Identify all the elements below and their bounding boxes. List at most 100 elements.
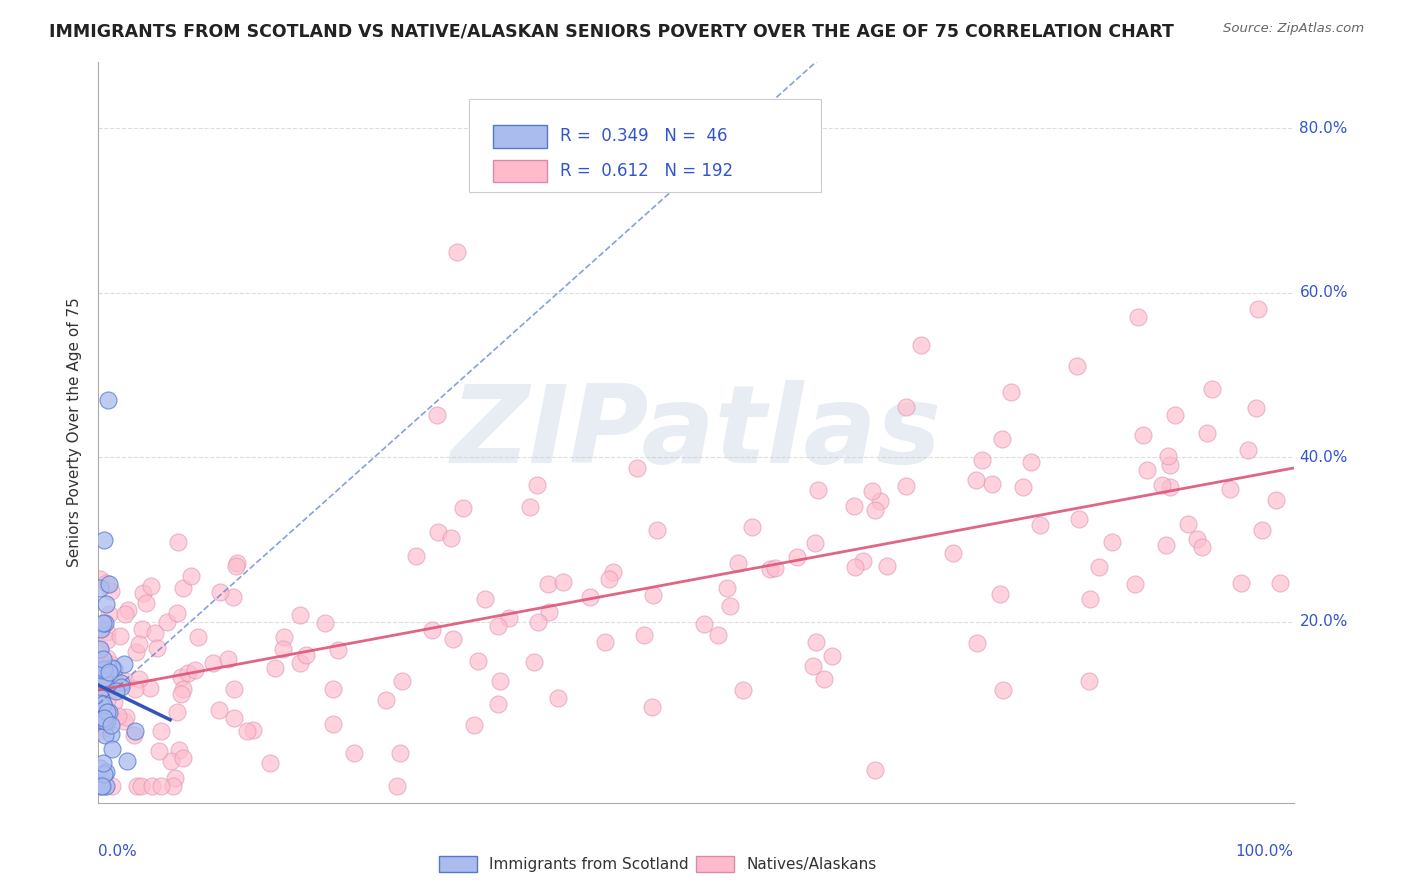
Point bbox=[100, 718, 122, 732]
Point bbox=[1019, 455, 1042, 469]
Point bbox=[184, 663, 207, 677]
Point bbox=[1251, 523, 1274, 537]
Point bbox=[1187, 533, 1209, 547]
Point bbox=[1066, 359, 1088, 373]
Point bbox=[716, 581, 738, 595]
Point bbox=[942, 545, 965, 559]
Point bbox=[91, 756, 114, 770]
Point bbox=[132, 586, 155, 600]
Point bbox=[860, 483, 883, 498]
Point bbox=[97, 607, 120, 621]
Point bbox=[96, 714, 118, 728]
Point bbox=[94, 728, 117, 742]
Point bbox=[94, 714, 117, 729]
Point bbox=[1078, 673, 1101, 688]
Point bbox=[100, 584, 122, 599]
Point bbox=[259, 756, 281, 770]
Point bbox=[1000, 385, 1022, 400]
Point bbox=[90, 657, 112, 672]
Point bbox=[1078, 591, 1101, 606]
Point bbox=[965, 473, 987, 487]
Point bbox=[641, 588, 664, 602]
Point bbox=[1157, 449, 1180, 463]
Point bbox=[467, 655, 489, 669]
Point bbox=[100, 657, 122, 672]
Bar bbox=[439, 856, 477, 872]
Point bbox=[820, 648, 842, 663]
Point bbox=[322, 717, 344, 731]
Text: 40.0%: 40.0% bbox=[1299, 450, 1348, 465]
Point bbox=[427, 524, 450, 539]
Point bbox=[94, 675, 117, 690]
Point bbox=[90, 714, 112, 728]
Y-axis label: Seniors Poverty Over the Age of 75: Seniors Poverty Over the Age of 75 bbox=[67, 298, 83, 567]
Point bbox=[117, 603, 139, 617]
Point bbox=[93, 767, 115, 781]
Point bbox=[100, 742, 122, 756]
Point bbox=[1128, 310, 1150, 325]
Point bbox=[389, 746, 412, 760]
Point bbox=[598, 572, 620, 586]
Bar bbox=[696, 856, 734, 872]
Point bbox=[208, 585, 231, 599]
Point bbox=[763, 561, 786, 575]
Point bbox=[128, 672, 150, 686]
Point bbox=[1088, 559, 1111, 574]
Point bbox=[1159, 480, 1181, 494]
Point bbox=[1136, 463, 1159, 477]
Point bbox=[166, 607, 188, 621]
Point bbox=[96, 624, 118, 639]
Point bbox=[166, 705, 188, 719]
Point bbox=[991, 682, 1014, 697]
Point bbox=[801, 659, 824, 673]
Point bbox=[89, 723, 111, 738]
Point bbox=[271, 642, 294, 657]
Point bbox=[1067, 512, 1090, 526]
Point bbox=[236, 724, 259, 739]
Point bbox=[863, 503, 886, 517]
Point bbox=[124, 682, 146, 697]
Point bbox=[89, 643, 111, 657]
Point bbox=[741, 520, 763, 534]
Point bbox=[1152, 478, 1174, 492]
Point bbox=[1265, 492, 1288, 507]
Point bbox=[110, 676, 132, 690]
Point bbox=[1229, 576, 1251, 591]
Point bbox=[96, 705, 118, 719]
Point bbox=[103, 695, 125, 709]
Point bbox=[980, 476, 1002, 491]
Point bbox=[128, 637, 150, 651]
Text: 20.0%: 20.0% bbox=[1299, 615, 1348, 630]
Point bbox=[498, 611, 520, 625]
Text: Immigrants from Scotland: Immigrants from Scotland bbox=[489, 856, 689, 871]
Point bbox=[103, 673, 125, 688]
Point bbox=[135, 596, 157, 610]
Point bbox=[420, 624, 443, 638]
Point bbox=[288, 608, 311, 623]
Point bbox=[112, 657, 135, 672]
Point bbox=[966, 636, 988, 650]
Text: R =  0.349   N =  46: R = 0.349 N = 46 bbox=[560, 128, 727, 145]
Point bbox=[93, 667, 115, 681]
Point bbox=[94, 780, 117, 794]
Point bbox=[1123, 576, 1146, 591]
Point bbox=[141, 779, 163, 793]
Point bbox=[804, 536, 827, 550]
Point bbox=[486, 618, 509, 632]
Point bbox=[426, 408, 449, 422]
Point bbox=[1101, 535, 1123, 549]
Text: 60.0%: 60.0% bbox=[1299, 285, 1348, 301]
Point bbox=[474, 592, 496, 607]
Point bbox=[93, 662, 115, 676]
Point bbox=[1163, 408, 1185, 422]
Point bbox=[1154, 538, 1177, 552]
Text: 80.0%: 80.0% bbox=[1299, 120, 1348, 136]
Point bbox=[439, 531, 461, 545]
Point bbox=[148, 743, 170, 757]
Point bbox=[162, 780, 184, 794]
Point bbox=[94, 598, 117, 612]
Point bbox=[98, 577, 121, 591]
Point bbox=[876, 558, 898, 573]
Point bbox=[869, 493, 891, 508]
Point bbox=[146, 641, 169, 656]
